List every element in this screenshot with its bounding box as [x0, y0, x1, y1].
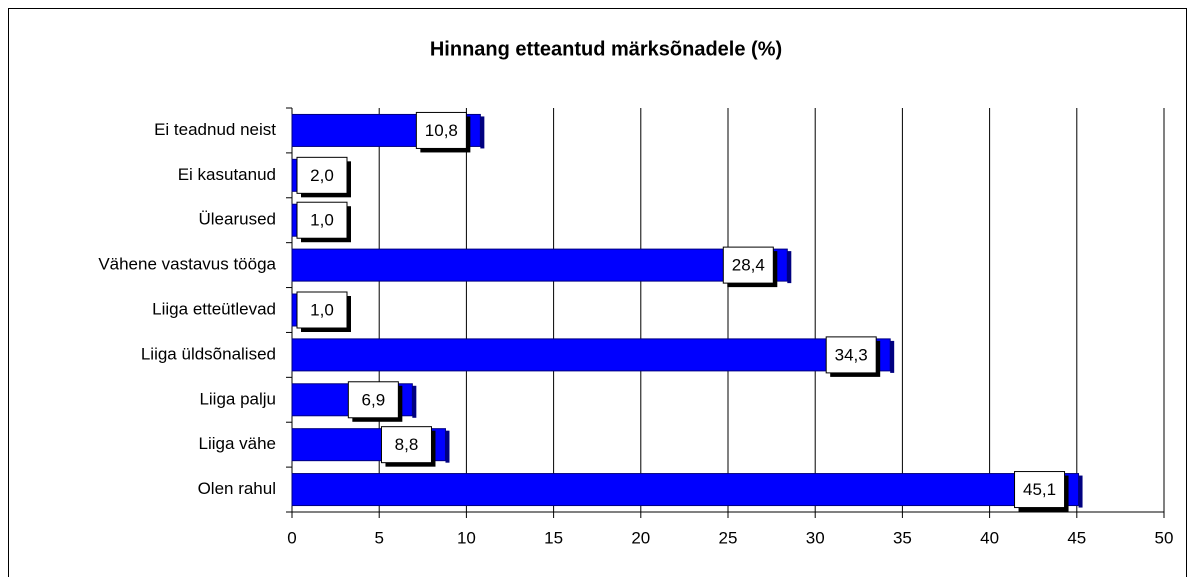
- y-tick-label: Ei teadnud neist: [154, 120, 276, 139]
- x-tick-label: 25: [719, 528, 738, 547]
- value-label: 6,9: [362, 390, 386, 409]
- y-tick-label: Liiga etteütlevad: [152, 299, 276, 318]
- bar-side: [412, 385, 417, 418]
- bar-side: [445, 430, 450, 463]
- bar-side: [890, 340, 895, 373]
- value-label-box: [347, 381, 399, 419]
- value-label: 1,0: [310, 300, 334, 319]
- y-tick-label: Ei kasutanud: [178, 165, 276, 184]
- x-tick-label: 20: [631, 528, 650, 547]
- y-tick-label: Liiga vähe: [198, 434, 276, 453]
- bar-side: [787, 251, 792, 284]
- y-tick-label: Olen rahul: [198, 479, 276, 498]
- x-tick-label: 5: [374, 528, 383, 547]
- value-label-box: [415, 111, 467, 149]
- value-label: 10,8: [425, 121, 458, 140]
- value-label-box: [380, 426, 432, 464]
- x-tick-label: 10: [457, 528, 476, 547]
- bar: [291, 338, 891, 372]
- value-label-box: [296, 156, 348, 194]
- value-label: 45,1: [1023, 480, 1056, 499]
- bar-side: [480, 116, 485, 149]
- y-tick-label: Liiga üldsõnalised: [141, 344, 276, 363]
- value-label-box: [296, 291, 348, 329]
- x-tick-label: 40: [980, 528, 999, 547]
- y-tick-label: Vähene vastavus tööga: [98, 255, 276, 274]
- x-tick-label: 0: [287, 528, 296, 547]
- x-tick-label: 45: [1067, 528, 1086, 547]
- value-label-box: [825, 336, 877, 374]
- x-tick-label: 30: [806, 528, 825, 547]
- value-label-box: [1014, 471, 1066, 509]
- chart-title: Hinnang etteantud märksõnadele (%): [430, 38, 782, 60]
- bar-side: [1078, 475, 1083, 508]
- value-label: 2,0: [310, 166, 334, 185]
- x-tick-label: 35: [893, 528, 912, 547]
- value-label: 34,3: [835, 345, 868, 364]
- value-label-box: [722, 246, 774, 284]
- x-tick-label: 15: [544, 528, 563, 547]
- bar: [291, 248, 788, 282]
- value-label: 28,4: [732, 256, 765, 275]
- x-tick-label: 50: [1155, 528, 1174, 547]
- y-tick-label: Liiga palju: [199, 389, 276, 408]
- value-label: 8,8: [395, 435, 419, 454]
- value-label-box: [296, 201, 348, 239]
- bar: [291, 473, 1080, 507]
- y-tick-label: Ülearused: [199, 210, 277, 229]
- value-label: 1,0: [310, 211, 334, 230]
